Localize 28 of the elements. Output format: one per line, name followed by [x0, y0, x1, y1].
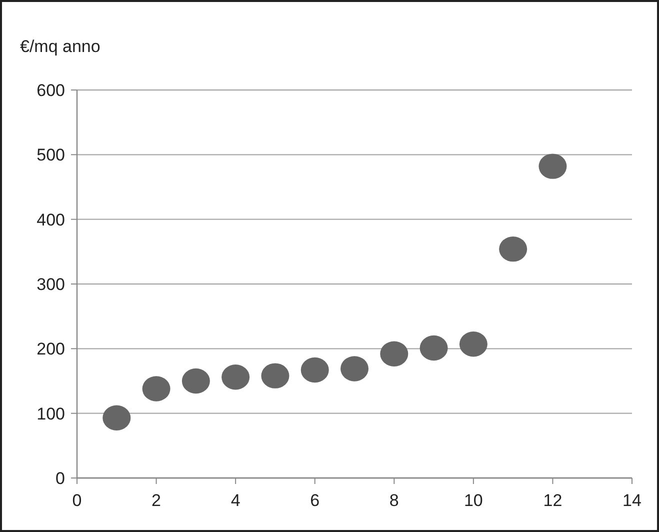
point: [340, 356, 368, 382]
y-tick-label: 300: [36, 274, 65, 294]
y-axis-title: €/mq anno: [20, 37, 100, 56]
y-tick-label: 500: [36, 146, 65, 165]
x-tick-label: 12: [543, 491, 562, 510]
point: [380, 341, 408, 366]
y-tick-label: 100: [36, 404, 65, 424]
point: [261, 363, 290, 388]
x-tick-label: 0: [72, 491, 82, 510]
point: [538, 154, 567, 179]
point: [142, 376, 170, 402]
point: [499, 236, 528, 262]
x-tick-label: 8: [389, 491, 399, 510]
y-tick-label: 200: [36, 340, 65, 359]
point: [182, 368, 210, 394]
y-tick-label: 600: [36, 80, 65, 100]
y-tick-label: 400: [36, 210, 65, 230]
point: [102, 405, 131, 430]
point: [222, 364, 250, 390]
x-tick-label: 14: [622, 491, 642, 510]
x-tick-label: 10: [464, 491, 483, 510]
x-tick-label: 4: [230, 491, 240, 510]
point: [300, 357, 329, 383]
point: [459, 332, 488, 357]
point: [420, 335, 448, 361]
x-tick-label: 6: [310, 491, 320, 510]
x-tick-label: 2: [152, 491, 162, 510]
y-tick-label: 0: [56, 468, 65, 488]
